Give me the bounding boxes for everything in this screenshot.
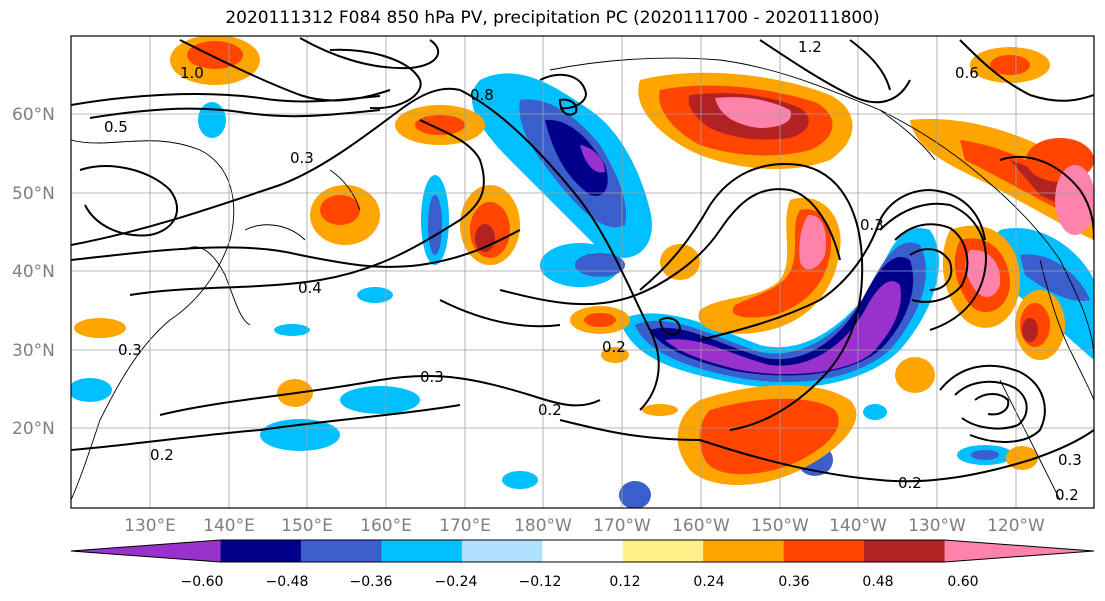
contour-labels: 0.5 0.3 0.3 0.4 0.3 0.2 0.2 0.2 0.8 0.6 … — [104, 38, 1082, 504]
contour-label: 0.2 — [1055, 486, 1079, 504]
lon-label: 160°W — [672, 516, 730, 536]
pv-contours — [71, 37, 1094, 483]
contour-label: 0.2 — [602, 338, 626, 356]
colorbar-tick: −0.36 — [350, 574, 393, 590]
latitude-labels: 60°N 50°N 40°N 30°N 20°N — [12, 105, 55, 439]
contour-label: 0.3 — [118, 341, 142, 359]
contour-label: 1.2 — [798, 38, 822, 56]
colorbar-tick: 0.36 — [778, 574, 809, 590]
lon-label: 130°E — [124, 516, 176, 536]
lon-label: 120°W — [987, 516, 1045, 536]
colorbar-segment — [622, 540, 704, 562]
map-plot-area: 0.5 0.3 0.3 0.4 0.3 0.2 0.2 0.2 0.8 0.6 … — [71, 36, 1094, 508]
contour-label: 0.3 — [860, 216, 884, 234]
lon-label: 160°E — [360, 516, 412, 536]
contour-label: 0.2 — [898, 474, 922, 492]
colorbar-tick: −0.12 — [519, 574, 562, 590]
colorbar-segment — [461, 540, 543, 562]
contour-label: 0.3 — [420, 368, 444, 386]
map-title: 2020111312 F084 850 hPa PV, precipitatio… — [225, 8, 880, 28]
colorbar-tick: 0.24 — [693, 574, 724, 590]
contour-label: 0.5 — [104, 118, 128, 136]
colorbar-segment — [944, 540, 1094, 562]
colorbar-tick: −0.60 — [181, 574, 224, 590]
lon-label: 130°W — [908, 516, 966, 536]
longitude-labels: 130°E 140°E 150°E 160°E 170°E 180°W 170°… — [124, 516, 1045, 536]
colorbar-segment — [542, 540, 624, 562]
precip-shading — [71, 36, 1094, 508]
colorbar-segment — [381, 540, 463, 562]
colorbar — [70, 539, 1095, 563]
contour-label: 0.3 — [1058, 451, 1082, 469]
lat-label: 30°N — [12, 341, 55, 361]
lon-label: 140°W — [829, 516, 887, 536]
colorbar-segment — [300, 540, 382, 562]
lon-label: 150°E — [281, 516, 333, 536]
colorbar-tick: 0.60 — [947, 574, 978, 590]
contour-label: 0.3 — [290, 149, 314, 167]
colorbar-segment — [783, 540, 865, 562]
colorbar-tick: −0.24 — [435, 574, 478, 590]
contour-label: 0.4 — [298, 279, 322, 297]
lat-label: 20°N — [12, 419, 55, 439]
colorbar-segment — [71, 540, 221, 562]
colorbar-segment — [703, 540, 785, 562]
contour-label: 0.6 — [955, 64, 979, 82]
colorbar-outline — [70, 539, 1095, 563]
lon-label: 140°E — [203, 516, 255, 536]
lat-label: 60°N — [12, 105, 55, 125]
colorbar-tick: 0.48 — [862, 574, 893, 590]
contour-label: 0.2 — [150, 446, 174, 464]
lon-label: 170°W — [593, 516, 651, 536]
plot-frame — [70, 35, 1095, 509]
colorbar-segment — [220, 540, 302, 562]
colorbar-tick: −0.48 — [266, 574, 309, 590]
lon-label: 180°W — [514, 516, 572, 536]
lon-label: 150°W — [751, 516, 809, 536]
contour-label: 0.8 — [470, 86, 494, 104]
colorbar-segment — [864, 540, 946, 562]
colorbar-ticks: −0.60 −0.48 −0.36 −0.24 −0.12 0.12 0.24 … — [181, 574, 979, 590]
lat-label: 50°N — [12, 184, 55, 204]
contour-label: 0.2 — [538, 401, 562, 419]
contour-label: 1.0 — [180, 64, 204, 82]
lat-label: 40°N — [12, 262, 55, 282]
colorbar-tick: 0.12 — [609, 574, 640, 590]
lon-label: 170°E — [439, 516, 491, 536]
